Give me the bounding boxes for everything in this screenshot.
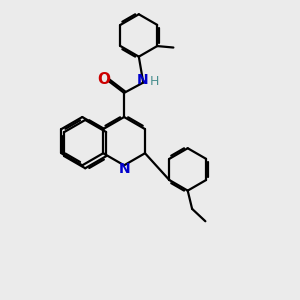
- Text: N: N: [137, 73, 148, 87]
- Text: N: N: [119, 162, 130, 176]
- Text: O: O: [97, 72, 110, 87]
- Text: H: H: [150, 76, 159, 88]
